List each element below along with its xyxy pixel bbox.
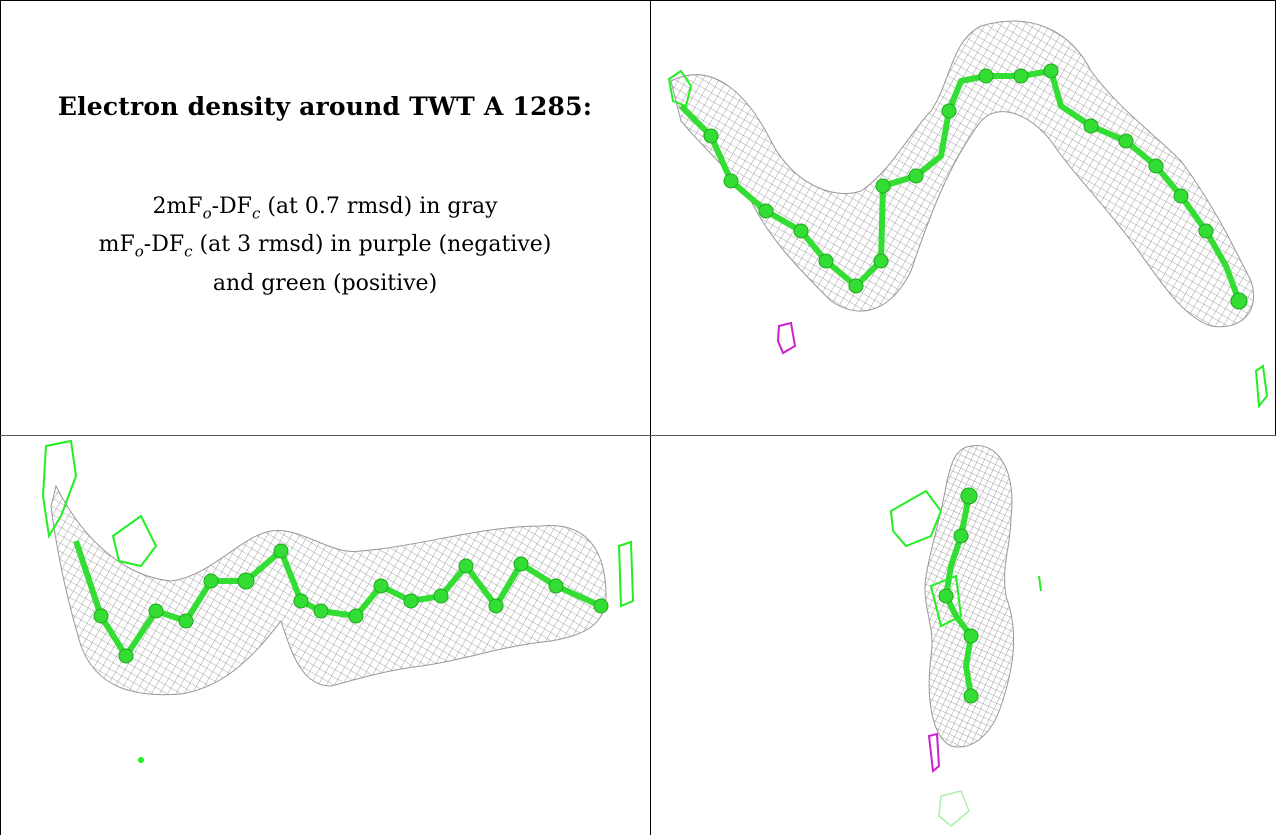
caption-cell: Electron density around TWT A 1285: 2mFo… — [0, 0, 650, 436]
positive-difference-blob — [667, 69, 693, 108]
view-bottom-right — [651, 436, 1276, 835]
table-divider-horizontal — [0, 435, 1276, 436]
negative-difference-blob — [776, 321, 797, 355]
figure-title: Electron density around TWT A 1285: — [57, 92, 593, 121]
map-legend: 2mFo-DFc (at 0.7 rmsd) in gray mFo-DFc (… — [99, 191, 552, 299]
positive-difference-blob — [889, 489, 943, 548]
table-divider-vertical — [650, 0, 651, 835]
negative-difference-blob — [927, 732, 941, 773]
table-border-left — [0, 0, 1, 835]
ligand-atoms-bottom-left — [93, 543, 609, 664]
density-mesh-2fofc — [50, 484, 607, 696]
positive-difference-blob — [41, 439, 78, 539]
ligand-atoms-top-right — [703, 63, 1248, 310]
positive-difference-blob-edge — [617, 540, 635, 608]
positive-difference-blob — [111, 514, 158, 568]
positive-difference-speck — [1038, 575, 1042, 592]
positive-difference-blob-edge — [1254, 364, 1269, 409]
density-mesh-2fofc — [924, 445, 1015, 748]
ligand-atoms-bottom-right — [938, 487, 979, 704]
density-render-bottom-left — [41, 439, 635, 763]
legend-line-fofc: mFo-DFc (at 3 rmsd) in purple (negative) — [98, 232, 552, 261]
positive-difference-speck — [138, 757, 144, 763]
positive-difference-blob — [929, 574, 963, 628]
view-top-right — [651, 1, 1275, 435]
density-render-top-right — [667, 20, 1269, 409]
legend-line-colors: and green (positive) — [212, 270, 438, 296]
table-border-top — [0, 0, 1276, 1]
view-bottom-left — [1, 436, 650, 835]
legend-line-2fofc: 2mFo-DFc (at 0.7 rmsd) in gray — [152, 194, 498, 223]
density-render-bottom-right — [889, 445, 1042, 827]
positive-difference-blob-faint — [938, 790, 970, 827]
